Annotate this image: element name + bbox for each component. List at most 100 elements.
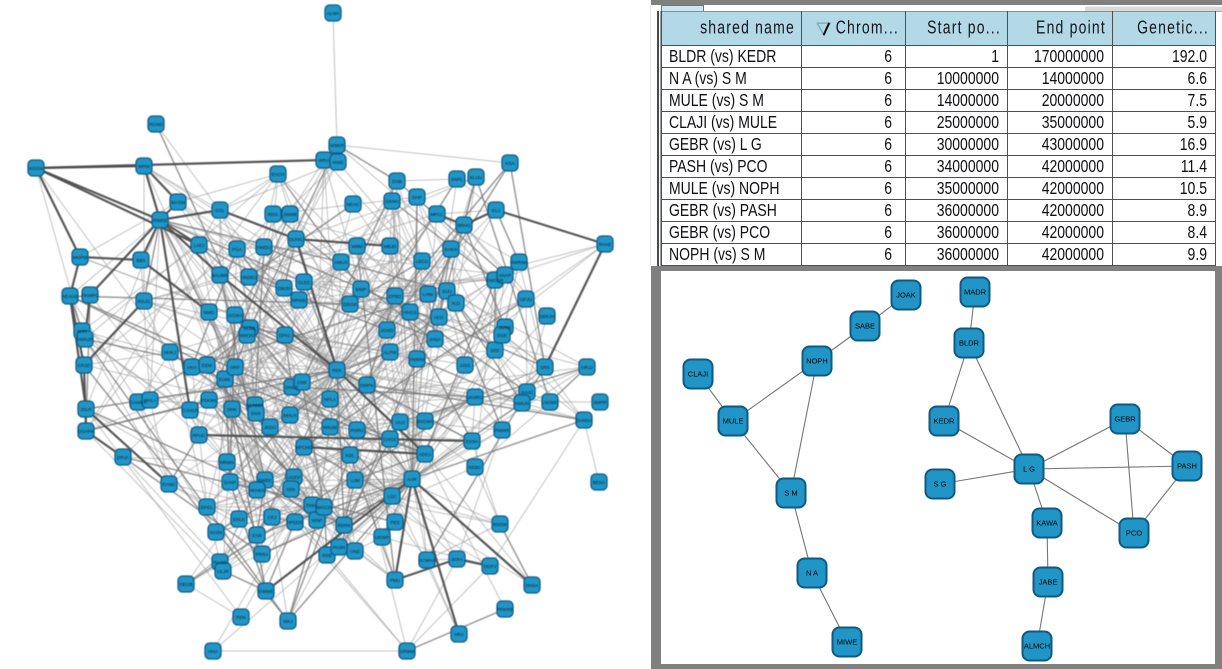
svg-text:JSWD: JSWD [380, 328, 394, 333]
svg-text:DMPK: DMPK [360, 383, 374, 388]
svg-text:HWRWA: HWRWA [510, 260, 529, 265]
svg-text:REB: REB [322, 553, 331, 558]
svg-text:MMP: MMP [356, 287, 367, 292]
svg-text:CEJ: CEJ [268, 515, 277, 520]
svg-text:UND: UND [350, 549, 361, 554]
svg-text:KCWHA: KCWHA [418, 558, 436, 563]
svg-text:MASM: MASM [171, 200, 185, 205]
svg-text:EEM: EEM [202, 363, 212, 368]
svg-text:CUUGR: CUUGR [182, 408, 200, 413]
svg-text:PSKWL: PSKWL [201, 398, 218, 403]
svg-text:RWEB: RWEB [153, 218, 167, 223]
svg-text:KAWA: KAWA [1036, 519, 1058, 528]
svg-text:SASN: SASN [210, 530, 223, 535]
svg-text:DNCE: DNCE [285, 385, 298, 390]
svg-text:HHGS: HHGS [403, 310, 416, 315]
svg-text:ENLE: ENLE [233, 517, 245, 522]
svg-text:DDK: DDK [227, 407, 238, 412]
svg-text:SEK: SEK [286, 487, 296, 492]
svg-text:NMG: NMG [204, 310, 215, 315]
svg-text:JABE: JABE [1039, 578, 1058, 587]
svg-text:SNPL: SNPL [451, 177, 463, 182]
svg-text:WRA: WRA [319, 158, 331, 163]
svg-text:BAUMR: BAUMR [212, 273, 229, 278]
svg-text:UGEP: UGEP [287, 475, 300, 480]
svg-text:AEAUG: AEAUG [62, 294, 79, 299]
svg-text:LHW: LHW [423, 292, 434, 297]
svg-text:DPKL: DPKL [279, 333, 291, 338]
svg-text:ALMCH: ALMCH [1024, 642, 1050, 651]
svg-text:DGPJ: DGPJ [484, 564, 496, 569]
svg-text:WWJG: WWJG [240, 333, 255, 338]
svg-text:KMUN: KMUN [515, 401, 529, 406]
svg-text:BSDW: BSDW [493, 522, 507, 527]
svg-text:REK: REK [332, 368, 342, 373]
svg-text:CRSD: CRSD [77, 363, 91, 368]
svg-text:HCC: HCC [434, 315, 445, 320]
svg-text:HRP: HRP [230, 365, 240, 370]
svg-text:HKA: HKA [187, 365, 197, 370]
svg-text:WGCD: WGCD [317, 505, 332, 510]
svg-text:RDG: RDG [268, 212, 279, 217]
svg-text:RPUC: RPUC [192, 433, 206, 438]
svg-text:JUNS: JUNS [499, 325, 511, 330]
svg-text:GGWJ: GGWJ [228, 313, 242, 318]
svg-text:WBM: WBM [351, 244, 362, 249]
svg-text:JSLR: JSLR [80, 407, 92, 412]
svg-text:RHAE: RHAE [599, 242, 612, 247]
svg-text:DGHPK: DGHPK [78, 429, 95, 434]
svg-text:ULJR: ULJR [217, 569, 229, 574]
svg-text:UJM: UJM [350, 478, 360, 483]
svg-text:GEBR: GEBR [1114, 415, 1136, 424]
svg-text:CNE: CNE [297, 380, 307, 385]
svg-text:MPCMG: MPCMG [295, 445, 313, 450]
svg-text:BRHG: BRHG [457, 223, 471, 228]
svg-text:RJJ: RJJ [452, 301, 460, 306]
svg-text:SRS: SRS [540, 365, 549, 370]
svg-text:MGPM: MGPM [73, 255, 87, 260]
svg-text:MULE: MULE [723, 417, 744, 426]
svg-text:UEWP: UEWP [375, 535, 389, 540]
svg-text:S G: S G [934, 480, 947, 489]
svg-text:ADEA: ADEA [419, 452, 432, 457]
svg-text:DNSA: DNSA [526, 583, 540, 588]
svg-text:GKNH: GKNH [385, 199, 398, 204]
svg-text:MKJ: MKJ [283, 619, 292, 624]
svg-text:HKHKN: HKHKN [249, 488, 265, 493]
svg-text:WBKR: WBKR [330, 143, 344, 148]
svg-text:RGJG: RGJG [138, 299, 151, 304]
svg-text:BBS: BBS [136, 258, 145, 263]
svg-text:KEDR: KEDR [934, 417, 955, 426]
svg-text:MBJD: MBJD [384, 244, 397, 249]
svg-text:N A: N A [806, 569, 818, 578]
svg-text:NWD: NWD [333, 160, 345, 165]
svg-text:REBC: REBC [469, 465, 482, 470]
svg-text:EWWE: EWWE [259, 589, 274, 594]
svg-text:HNDEC: HNDEC [241, 275, 258, 280]
svg-text:CHGE: CHGE [383, 437, 396, 442]
svg-text:PCO: PCO [1126, 529, 1142, 538]
svg-text:NEAC: NEAC [347, 202, 360, 207]
svg-text:EPGL: EPGL [201, 505, 214, 510]
svg-text:HRJJ: HRJJ [581, 365, 592, 370]
svg-text:SEE: SEE [490, 348, 499, 353]
svg-text:DKWPC: DKWPC [81, 293, 99, 298]
svg-text:SUU: SUU [442, 289, 452, 294]
svg-text:PMU: PMU [390, 578, 400, 583]
svg-text:HMMM: HMMM [410, 357, 425, 362]
svg-text:BWEE: BWEE [258, 478, 272, 483]
svg-text:LAEJ: LAEJ [194, 243, 205, 248]
svg-text:PRKRB: PRKRB [497, 607, 513, 612]
svg-text:DSS: DSS [251, 411, 260, 416]
svg-text:PASH: PASH [1177, 462, 1197, 471]
svg-text:PGA: PGA [232, 247, 243, 252]
svg-text:AWNJP: AWNJP [77, 337, 93, 342]
svg-text:PASN: PASN [333, 545, 345, 550]
svg-text:DGE: DGE [497, 333, 507, 338]
svg-text:MIWE: MIWE [837, 638, 857, 647]
svg-text:BLDR: BLDR [959, 339, 980, 348]
svg-text:KDL: KDL [346, 453, 355, 458]
svg-text:L G: L G [1023, 465, 1035, 474]
svg-text:MPCL: MPCL [431, 212, 444, 217]
svg-text:EMGSR: EMGSR [487, 278, 505, 283]
